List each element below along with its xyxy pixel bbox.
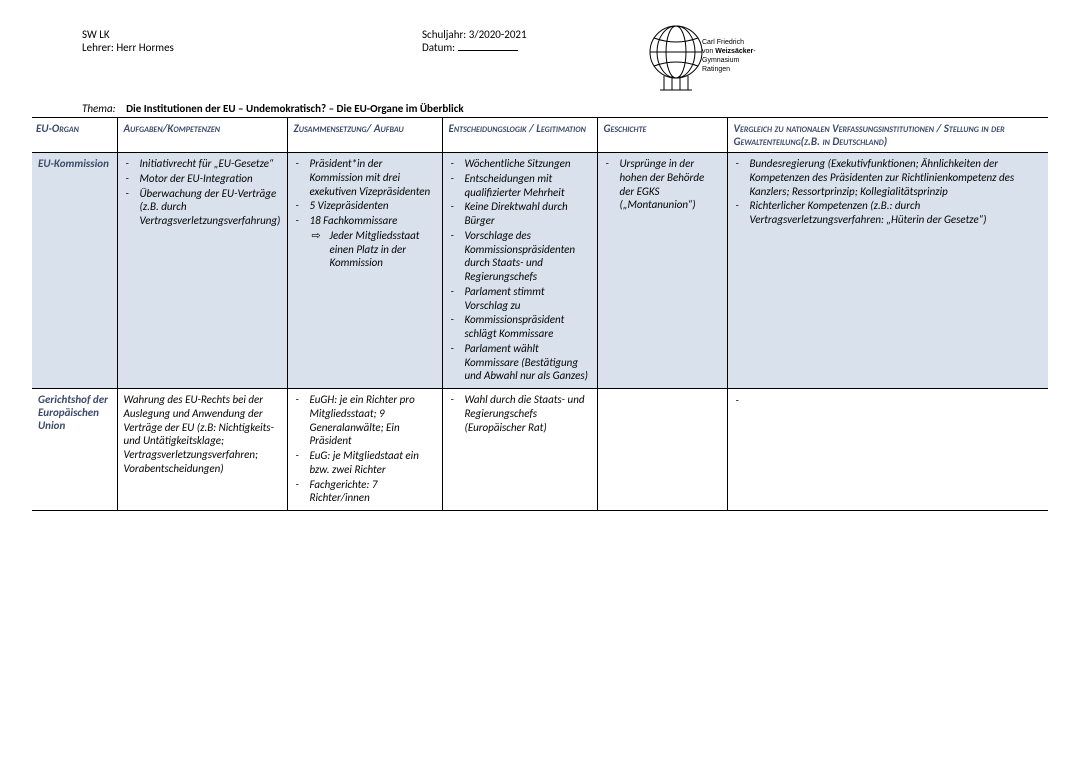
date-line: Datum: — [422, 41, 642, 54]
list-item: Richterlicher Kompetenzen (z.B.: durch V… — [750, 199, 1043, 227]
cell-organ: Gerichtshof der Europäischen Union — [32, 389, 117, 511]
cell-aufgaben: Initiativrecht für „EU-Gesetze“Motor der… — [117, 153, 287, 389]
year-label: Schuljahr: — [422, 28, 466, 41]
logo-line1: Carl Friedrich — [702, 39, 744, 46]
th-organ: EU-Organ — [32, 118, 117, 153]
table-row: EU-Kommission Initiativrecht für „EU-Gese… — [32, 153, 1048, 389]
cell-organ: EU-Kommission — [32, 153, 117, 389]
list-item: Fachgerichte: 7 Richter/innen — [310, 478, 436, 506]
list-item: Motor der EU-Integration — [140, 172, 281, 186]
list-item: Überwachung der EU-Verträge (z.B. durch … — [140, 187, 281, 228]
logo-line4: Ratingen — [702, 66, 730, 73]
document-header: SW LK Lehrer: Herr Hormes Schuljahr: 3/2… — [82, 28, 1048, 96]
cell-vergleich: Bundesregierung (Exekutivfunktionen; Ähn… — [727, 153, 1048, 389]
cell-entscheidung: Wahl durch die Staats- und Regierungsche… — [442, 389, 597, 511]
organ-name: EU-Kommission — [38, 157, 109, 170]
list-item: Jeder Mitgliedsstaat einen Platz in der … — [330, 229, 436, 270]
logo-line2: von Weizsäcker- — [702, 48, 756, 55]
cell-geschichte — [597, 389, 727, 511]
thema-label: Thema: — [82, 102, 116, 115]
th-zusammensetzung: Zusammensetzung/ Aufbau — [287, 118, 442, 153]
zusammensetzung-list: Präsident*in der Kommission mit drei exe… — [294, 157, 436, 270]
list-item: Initiativrecht für „EU-Gesetze“ — [140, 157, 281, 171]
cell-zusammensetzung: EuGH: je ein Richter pro Mitgliedsstaat;… — [287, 389, 442, 511]
school-logo: Carl Friedrich von Weizsäcker- Gymnasium… — [642, 24, 772, 92]
aufgaben-list: Initiativrecht für „EU-Gesetze“Motor der… — [124, 157, 281, 228]
thema-row: Thema: Die Institutionen der EU – Undemo… — [82, 102, 1048, 115]
teacher-name: Herr Hormes — [116, 41, 174, 54]
table-row: Gerichtshof der Europäischen Union Wahrun… — [32, 389, 1048, 511]
list-item: 18 FachkommissareJeder Mitgliedsstaat ei… — [310, 214, 436, 270]
list-item: Parlament wählt Kommissare (Bestätigung … — [465, 342, 591, 383]
eu-organs-table: EU-Organ Aufgaben/Kompetenzen Zusammense… — [32, 118, 1048, 511]
cell-vergleich — [727, 389, 1048, 511]
cell-geschichte: Ursprünge in der hohen der Behörde der E… — [597, 153, 727, 389]
list-item: EuG: je Mitgliedstaat ein bzw. zwei Rich… — [310, 449, 436, 477]
table-header-row: EU-Organ Aufgaben/Kompetenzen Zusammense… — [32, 118, 1048, 153]
header-left: SW LK Lehrer: Herr Hormes — [82, 28, 422, 54]
schoolyear-line: Schuljahr: 3/2020-2021 — [422, 28, 642, 41]
zusammensetzung-list: EuGH: je ein Richter pro Mitgliedsstaat;… — [294, 393, 436, 505]
date-blank — [458, 50, 518, 51]
sublist: Jeder Mitgliedsstaat einen Platz in der … — [310, 229, 436, 270]
header-mid: Schuljahr: 3/2020-2021 Datum: — [422, 28, 642, 54]
entscheidung-list: Wöchentliche SitzungenEntscheidungen mit… — [449, 157, 591, 383]
aufgaben-text: Wahrung des EU-Rechts bei der Auslegung … — [124, 393, 281, 476]
teacher-line: Lehrer: Herr Hormes — [82, 41, 422, 54]
list-item: Vorschlage des Kommissionspräsidenten du… — [465, 229, 591, 284]
th-geschichte: Geschichte — [597, 118, 727, 153]
course-code: SW LK — [82, 28, 422, 41]
cell-zusammensetzung: Präsident*in der Kommission mit drei exe… — [287, 153, 442, 389]
list-item: Wahl durch die Staats- und Regierungsche… — [465, 393, 591, 434]
th-vergleich: Vergleich zu nationalen Verfassungsinsti… — [727, 118, 1048, 153]
list-item: Kommissionspräsident schlägt Kommissare — [465, 313, 591, 341]
list-item: EuGH: je ein Richter pro Mitgliedsstaat;… — [310, 393, 436, 448]
cell-aufgaben: Wahrung des EU-Rechts bei der Auslegung … — [117, 389, 287, 511]
cell-entscheidung: Wöchentliche SitzungenEntscheidungen mit… — [442, 153, 597, 389]
th-entscheidung: Entscheidungslogik / Legitimation — [442, 118, 597, 153]
thema-text: Die Institutionen der EU – Undemokratisc… — [126, 102, 464, 115]
list-item: Bundesregierung (Exekutivfunktionen; Ähn… — [750, 157, 1043, 198]
vergleich-list: Bundesregierung (Exekutivfunktionen; Ähn… — [734, 157, 1043, 227]
list-item: 5 Vizepräsidenten — [310, 199, 436, 213]
year-value: 3/2020-2021 — [469, 28, 527, 41]
th-aufgaben: Aufgaben/Kompetenzen — [117, 118, 287, 153]
list-item: Keine Direktwahl durch Bürger — [465, 200, 591, 228]
geschichte-list: Ursprünge in der hohen der Behörde der E… — [604, 157, 721, 212]
list-item: Wöchentliche Sitzungen — [465, 157, 591, 171]
logo-line3: Gymnasium — [702, 57, 740, 64]
teacher-label: Lehrer: — [82, 41, 114, 54]
entscheidung-list: Wahl durch die Staats- und Regierungsche… — [449, 393, 591, 434]
list-item: Entscheidungen mit qualifizierter Mehrhe… — [465, 172, 591, 200]
list-item: Präsident*in der Kommission mit drei exe… — [310, 157, 436, 198]
list-item: Parlament stimmt Vorschlag zu — [465, 285, 591, 313]
organ-name: Gerichtshof der Europäischen Union — [38, 393, 108, 432]
date-label: Datum: — [422, 41, 455, 54]
list-item: Ursprünge in der hohen der Behörde der E… — [620, 157, 721, 212]
